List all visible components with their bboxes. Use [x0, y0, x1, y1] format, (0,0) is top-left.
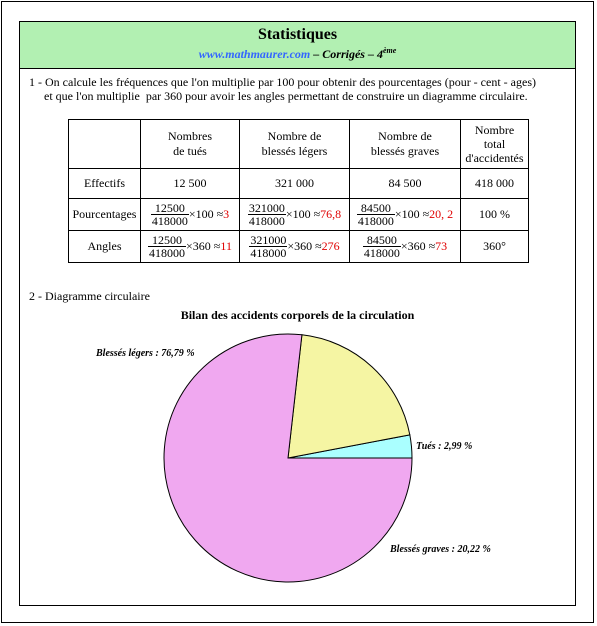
formula-cell: 12500 418000 ×100 ≈3 — [140, 198, 240, 231]
numerator: 321000 — [249, 233, 288, 247]
denominator: 418000 — [250, 246, 287, 260]
denominator: 418000 — [151, 214, 188, 228]
header-cell-tues: Nombres de tués — [140, 119, 240, 169]
fraction: 84500 418000 — [356, 202, 395, 228]
effectif-value: 12 500 — [140, 168, 240, 199]
denominator: 418000 — [363, 246, 400, 260]
total-value: 100 % — [460, 198, 529, 231]
result-value: 3 — [223, 207, 230, 221]
result-value: 20, 2 — [429, 207, 454, 221]
grade-text: – 4 — [364, 47, 383, 61]
header-cell-total: Nombre total d'accidentés — [460, 119, 529, 169]
slice-tues-label: Tués : 2,99 % — [416, 441, 472, 452]
result-value: 11 — [220, 239, 232, 253]
operator: ×100 ≈ — [188, 207, 224, 221]
subtitle-line: www.mathmaurer.com – Corrigés – 4ème — [20, 46, 575, 62]
header-text: Nombres — [168, 129, 212, 143]
denominator: 418000 — [248, 214, 285, 228]
numerator: 321000 — [247, 201, 286, 215]
formula-cell: 84500 418000 ×100 ≈20, 2 — [349, 198, 461, 231]
site-link[interactable]: www.mathmaurer.com — [198, 47, 311, 61]
operator: ×100 ≈ — [394, 207, 430, 221]
fraction: 12500 418000 — [150, 202, 189, 228]
fraction: 12500 418000 — [148, 234, 187, 260]
page-title: Statistiques — [257, 26, 338, 43]
numerator: 84500 — [356, 202, 395, 215]
subtitle-text: Corrigés — [322, 47, 365, 61]
numerator: 12500 — [148, 234, 187, 247]
effectif-value: 418 000 — [460, 168, 529, 199]
statistics-table: Nombres de tués Nombre de blessés légers N… — [68, 119, 529, 263]
row-angles: Angles 12500 418000 ×360 ≈11 321000 418000 ×… — [68, 230, 529, 263]
section2-label: 2 - Diagramme circulaire — [29, 289, 150, 303]
row-label: Angles — [68, 230, 141, 263]
operator: ×100 ≈ — [285, 207, 321, 221]
total-value: 360° — [460, 230, 529, 263]
header-text: de tués — [173, 144, 207, 158]
row-pourcentages: Pourcentages 12500 418000 ×100 ≈3 321000 41… — [68, 198, 529, 231]
fraction: 321000 418000 — [247, 201, 286, 228]
formula-cell: 12500 418000 ×360 ≈11 — [140, 230, 240, 263]
header-text: total — [483, 137, 506, 151]
header-text: Nombre de — [378, 129, 432, 143]
operator: ×360 ≈ — [186, 239, 221, 253]
fraction: 321000 418000 — [249, 233, 288, 260]
header-text: Nombre de — [267, 129, 322, 143]
result-value: 73 — [435, 239, 448, 253]
instruction-line-1: 1 - On calcule les fréquences que l'on m… — [29, 75, 536, 89]
formula-cell: 321000 418000 ×360 ≈276 — [239, 230, 350, 263]
slice-blesses-legers-label: Blessés légers : 76,79 % — [95, 348, 195, 359]
formula-cell: 84500 418000 ×360 ≈73 — [349, 230, 461, 263]
slice-blesses-graves — [287, 334, 411, 459]
slice-blesses-graves-label: Blessés graves : 20,22 % — [389, 544, 491, 555]
result-value: 276 — [321, 239, 340, 253]
header-text: Nombre — [474, 123, 515, 137]
fraction: 84500 418000 — [362, 234, 401, 260]
instruction-line-2: et que l'on multiplie par 360 pour avoir… — [29, 89, 528, 103]
operator: ×360 ≈ — [400, 239, 436, 253]
table-header-row: Nombres de tués Nombre de blessés légers N… — [68, 119, 529, 169]
row-label: Effectifs — [68, 168, 141, 199]
header-banner: Statistiques www.mathmaurer.com – Corrig… — [20, 22, 575, 69]
header-text: blessés légers — [261, 144, 328, 158]
header-text: blessés graves — [370, 144, 440, 158]
worksheet: Statistiques www.mathmaurer.com – Corrig… — [19, 21, 576, 606]
formula-cell: 321000 418000 ×100 ≈76,8 — [239, 198, 350, 231]
numerator: 12500 — [150, 202, 189, 215]
result-value: 76,8 — [320, 207, 342, 221]
denominator: 418000 — [149, 246, 186, 260]
numerator: 84500 — [362, 234, 401, 247]
header-text: d'accidentés — [465, 151, 524, 165]
denominator: 418000 — [357, 214, 394, 228]
instructions: 1 - On calcule les fréquences que l'on m… — [29, 75, 536, 103]
operator: ×360 ≈ — [287, 239, 322, 253]
pie-chart: Tués : 2,99 % Blessés graves : 20,22 % Ble… — [95, 333, 491, 583]
separator: – — [310, 47, 323, 61]
grade-sup: ème — [382, 46, 397, 55]
slice-blesses-legers — [163, 333, 413, 583]
chart-title: Bilan des accidents corporels de la circ… — [180, 308, 415, 322]
